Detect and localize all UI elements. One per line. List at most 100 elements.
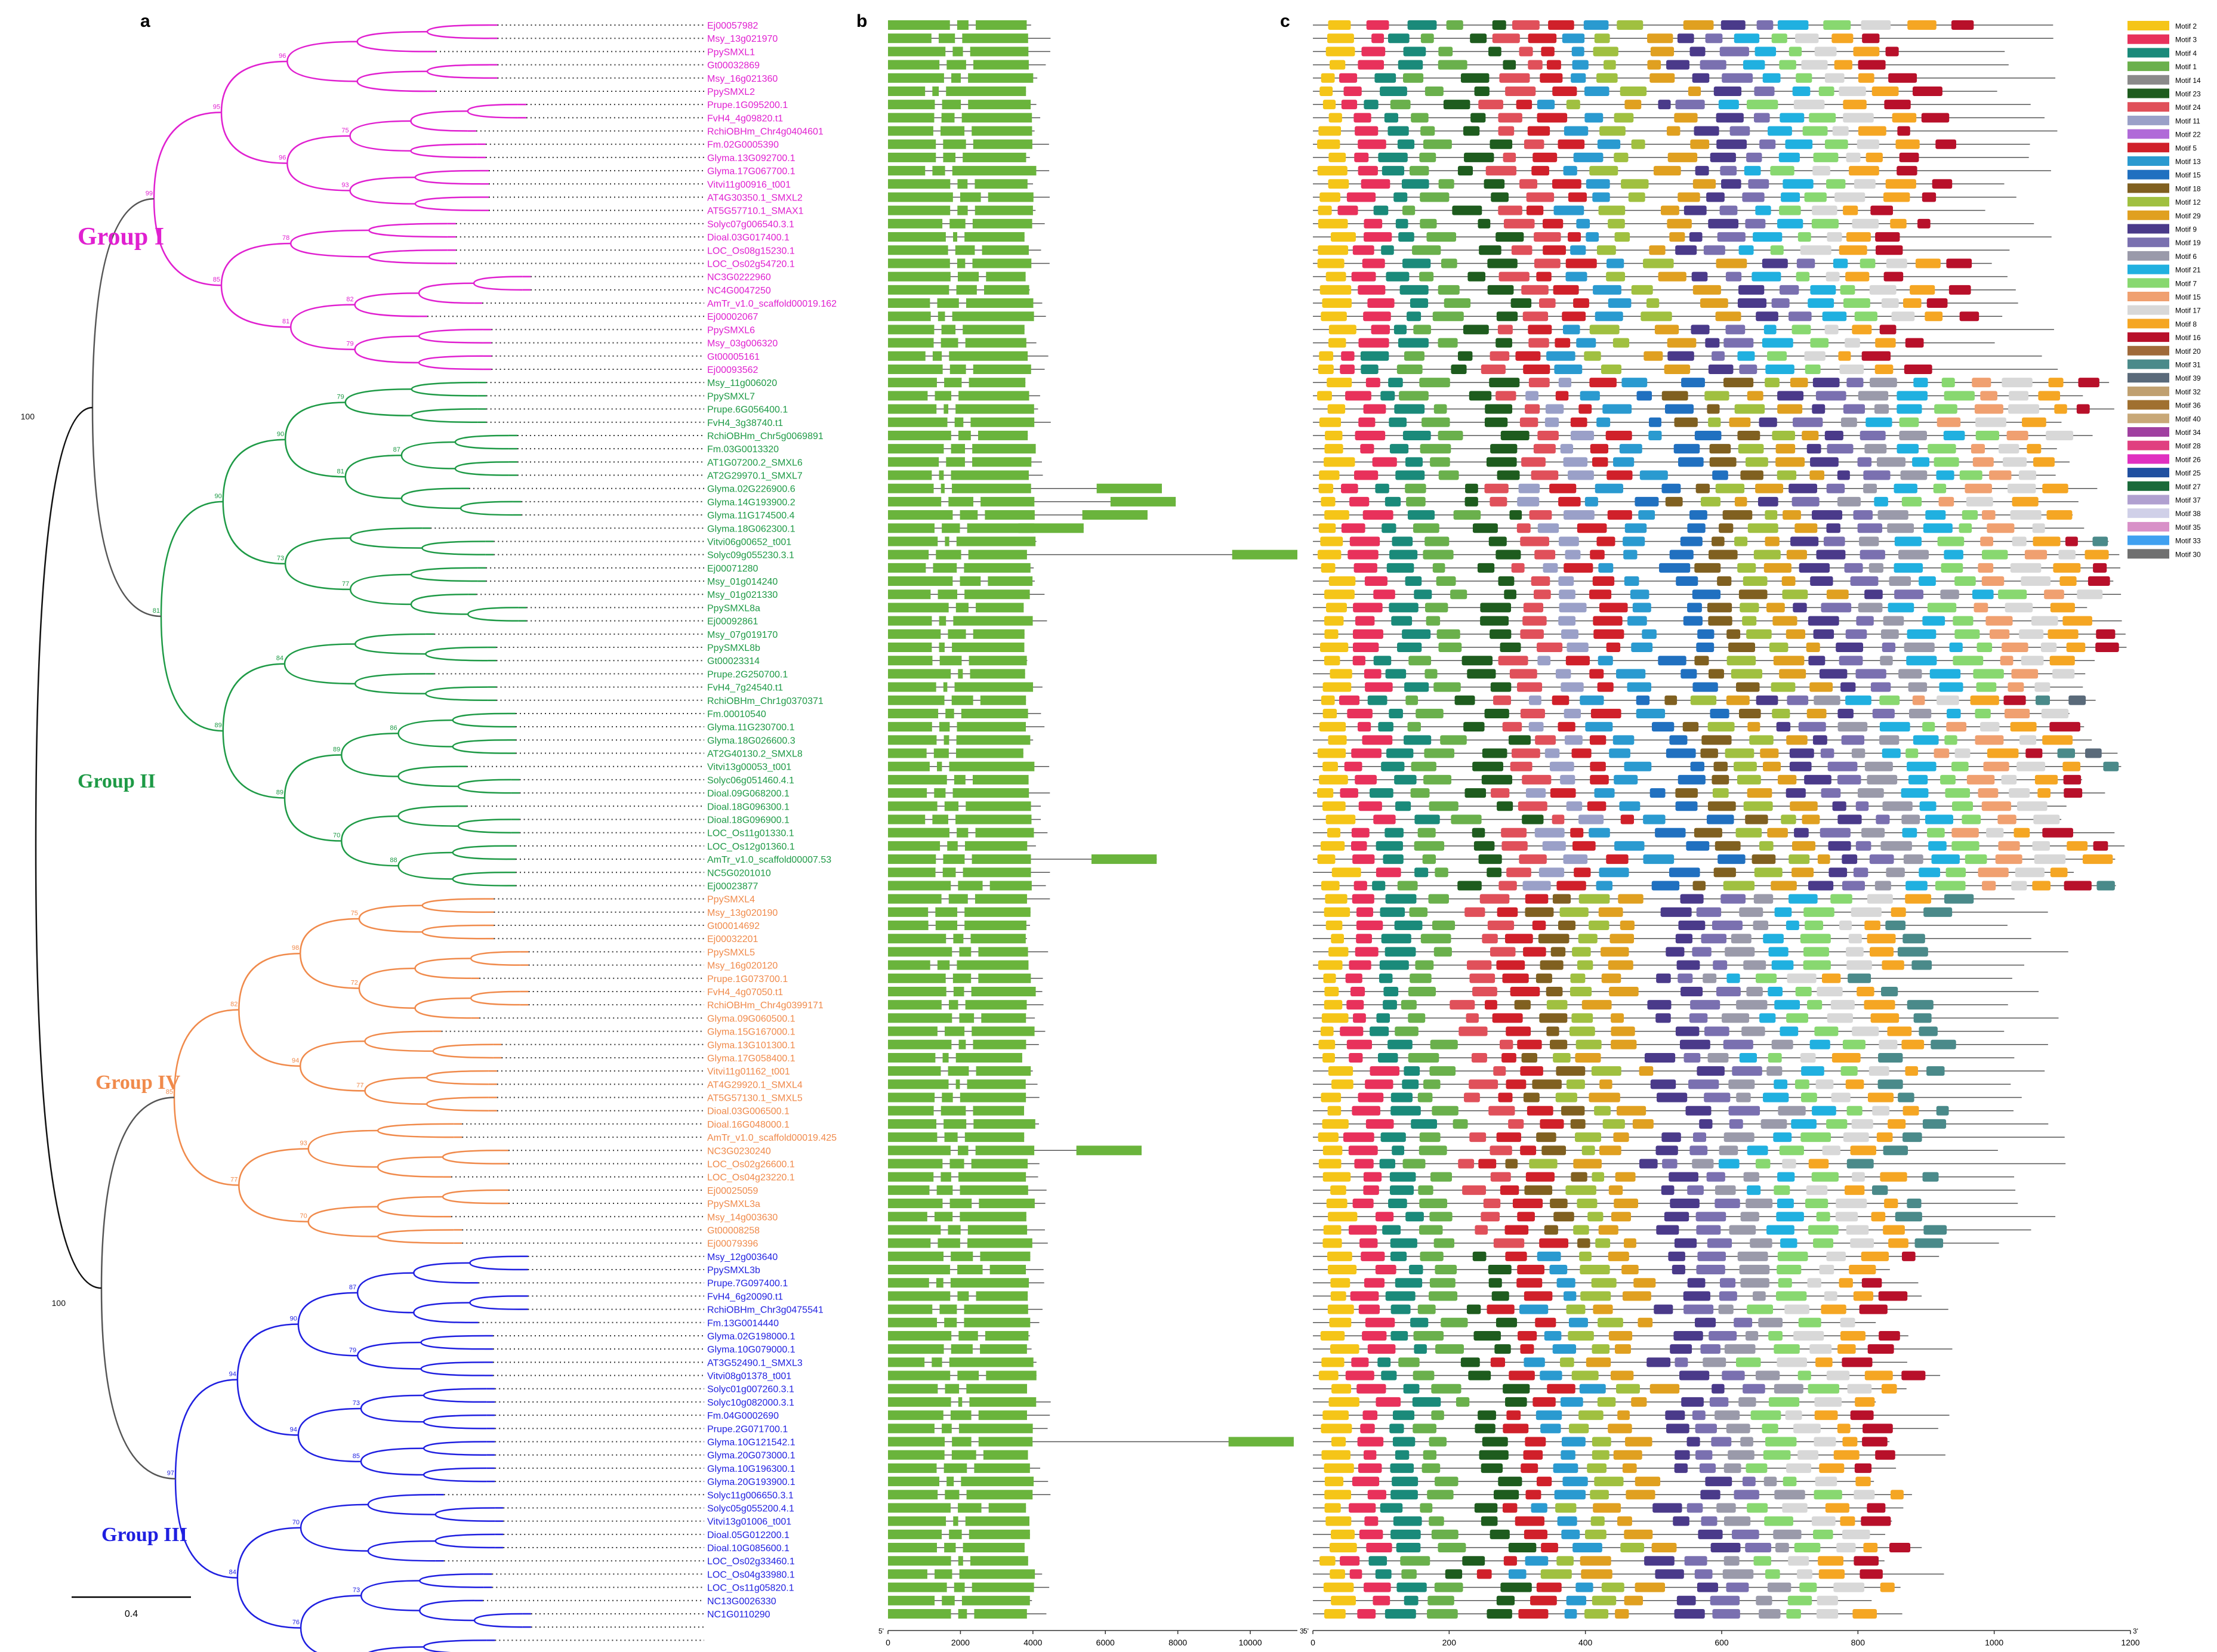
bootstrap-value: 90 [277,431,284,438]
exon [945,1490,960,1500]
motif-box [1709,549,1738,560]
motif-box [1464,496,1478,507]
motif-box [1349,1052,1363,1063]
motif-box [1573,298,1589,308]
legend-label: Motif 14 [2175,76,2201,85]
motif-box [1919,576,1936,586]
motif-box [2022,417,2046,427]
motif-box [2024,549,2048,560]
motif-box [1908,708,1932,718]
motif-box [1816,1212,1830,1222]
panel-label-b: b [856,11,867,31]
bootstrap-value: 73 [353,1586,360,1594]
motif-box [1831,33,1854,44]
motif-box [1382,523,1396,533]
motif-box [1362,258,1385,268]
motif-box [1450,589,1467,600]
motif-box [1735,827,1762,838]
motif-box [1383,854,1404,864]
motif-box [1827,1013,1853,1023]
motif-box [1575,1052,1601,1063]
motif-box [1796,258,1815,268]
motif-box [1434,1582,1463,1592]
motif-box [1331,1437,1346,1447]
motif-box [1830,894,1852,904]
motif-box [1674,113,1698,123]
motif-box [1881,986,1898,996]
motif-box [1981,576,2005,586]
motif-box [1737,430,1760,440]
motif-box [1433,404,1447,414]
exon [958,430,971,440]
motif-box [1476,1569,1492,1579]
group-label: Group III [101,1524,187,1546]
motif-box [2006,430,2028,440]
motif-box [1393,325,1407,335]
legend-label: Motif 6 [2175,252,2197,261]
motif-box [1590,708,1621,718]
motif-box [1325,894,1348,904]
motif-box [1689,1145,1708,1156]
motif-box [1403,1384,1420,1394]
motif-box [1517,682,1543,692]
motif-box [1462,1185,1486,1195]
motif-box [1504,1225,1529,1235]
motif-box [1742,616,1757,626]
motif-box [1624,1238,1636,1248]
motif-box [1318,126,1342,136]
gene-label: NC5G0201010 [707,868,771,878]
motif-box [1734,404,1765,414]
exon [948,1000,958,1010]
motif-box [1532,921,1546,931]
motif-box [1986,827,2004,838]
motif-box [1860,549,1885,560]
gene-label: Glyma.13G101300.1 [707,1040,795,1051]
motif-box [1826,179,1846,189]
motif-box [1323,1225,1342,1235]
gene-label: Msy_14g003630 [707,1212,778,1222]
motif-box [1472,1251,1487,1261]
motif-box [1786,1609,1801,1619]
tree-branch [411,408,478,423]
exon [958,1145,969,1156]
tree-branch [425,1070,489,1085]
motif-box [1729,417,1751,427]
motif-box [1592,1595,1617,1605]
motif-box [1502,973,1529,983]
motif-box [1771,1039,1793,1049]
motif-box [1501,841,1528,851]
tree-branch [420,1335,485,1350]
exon [986,1370,1037,1381]
motif-box [1781,192,1800,202]
motif-box [1492,20,1506,30]
exon [954,417,964,427]
motif-box [1837,774,1861,785]
motif-box [1426,616,1441,626]
motif-box [1792,86,1811,96]
exon [952,47,963,57]
motif-box [1859,1304,1888,1314]
motif-box [1558,139,1585,149]
exon [942,867,956,878]
motif-box [1363,311,1391,322]
motif-box [1980,391,1997,401]
legend-label: Motif 12 [2175,198,2201,206]
motif-box [1815,391,1846,401]
exon [888,1516,946,1526]
motif-box [1525,404,1540,414]
exon [965,338,1026,348]
motif-box [1579,1251,1592,1261]
motif-box [1864,921,1880,931]
bootstrap-value: 87 [349,1284,356,1291]
motif-box [1537,1251,1561,1261]
motif-box [1398,338,1429,348]
motif-box [1558,496,1581,507]
motif-box [1544,417,1559,427]
motif-box [1422,417,1450,427]
phylogenetic-tree: 9675939695788279818599798781907773908486… [21,21,837,1652]
motif-box [1907,761,1937,771]
motif-box [1330,1344,1359,1354]
exon [956,285,977,295]
motif-box [1363,404,1386,414]
legend-label: Motif 19 [2175,239,2201,247]
